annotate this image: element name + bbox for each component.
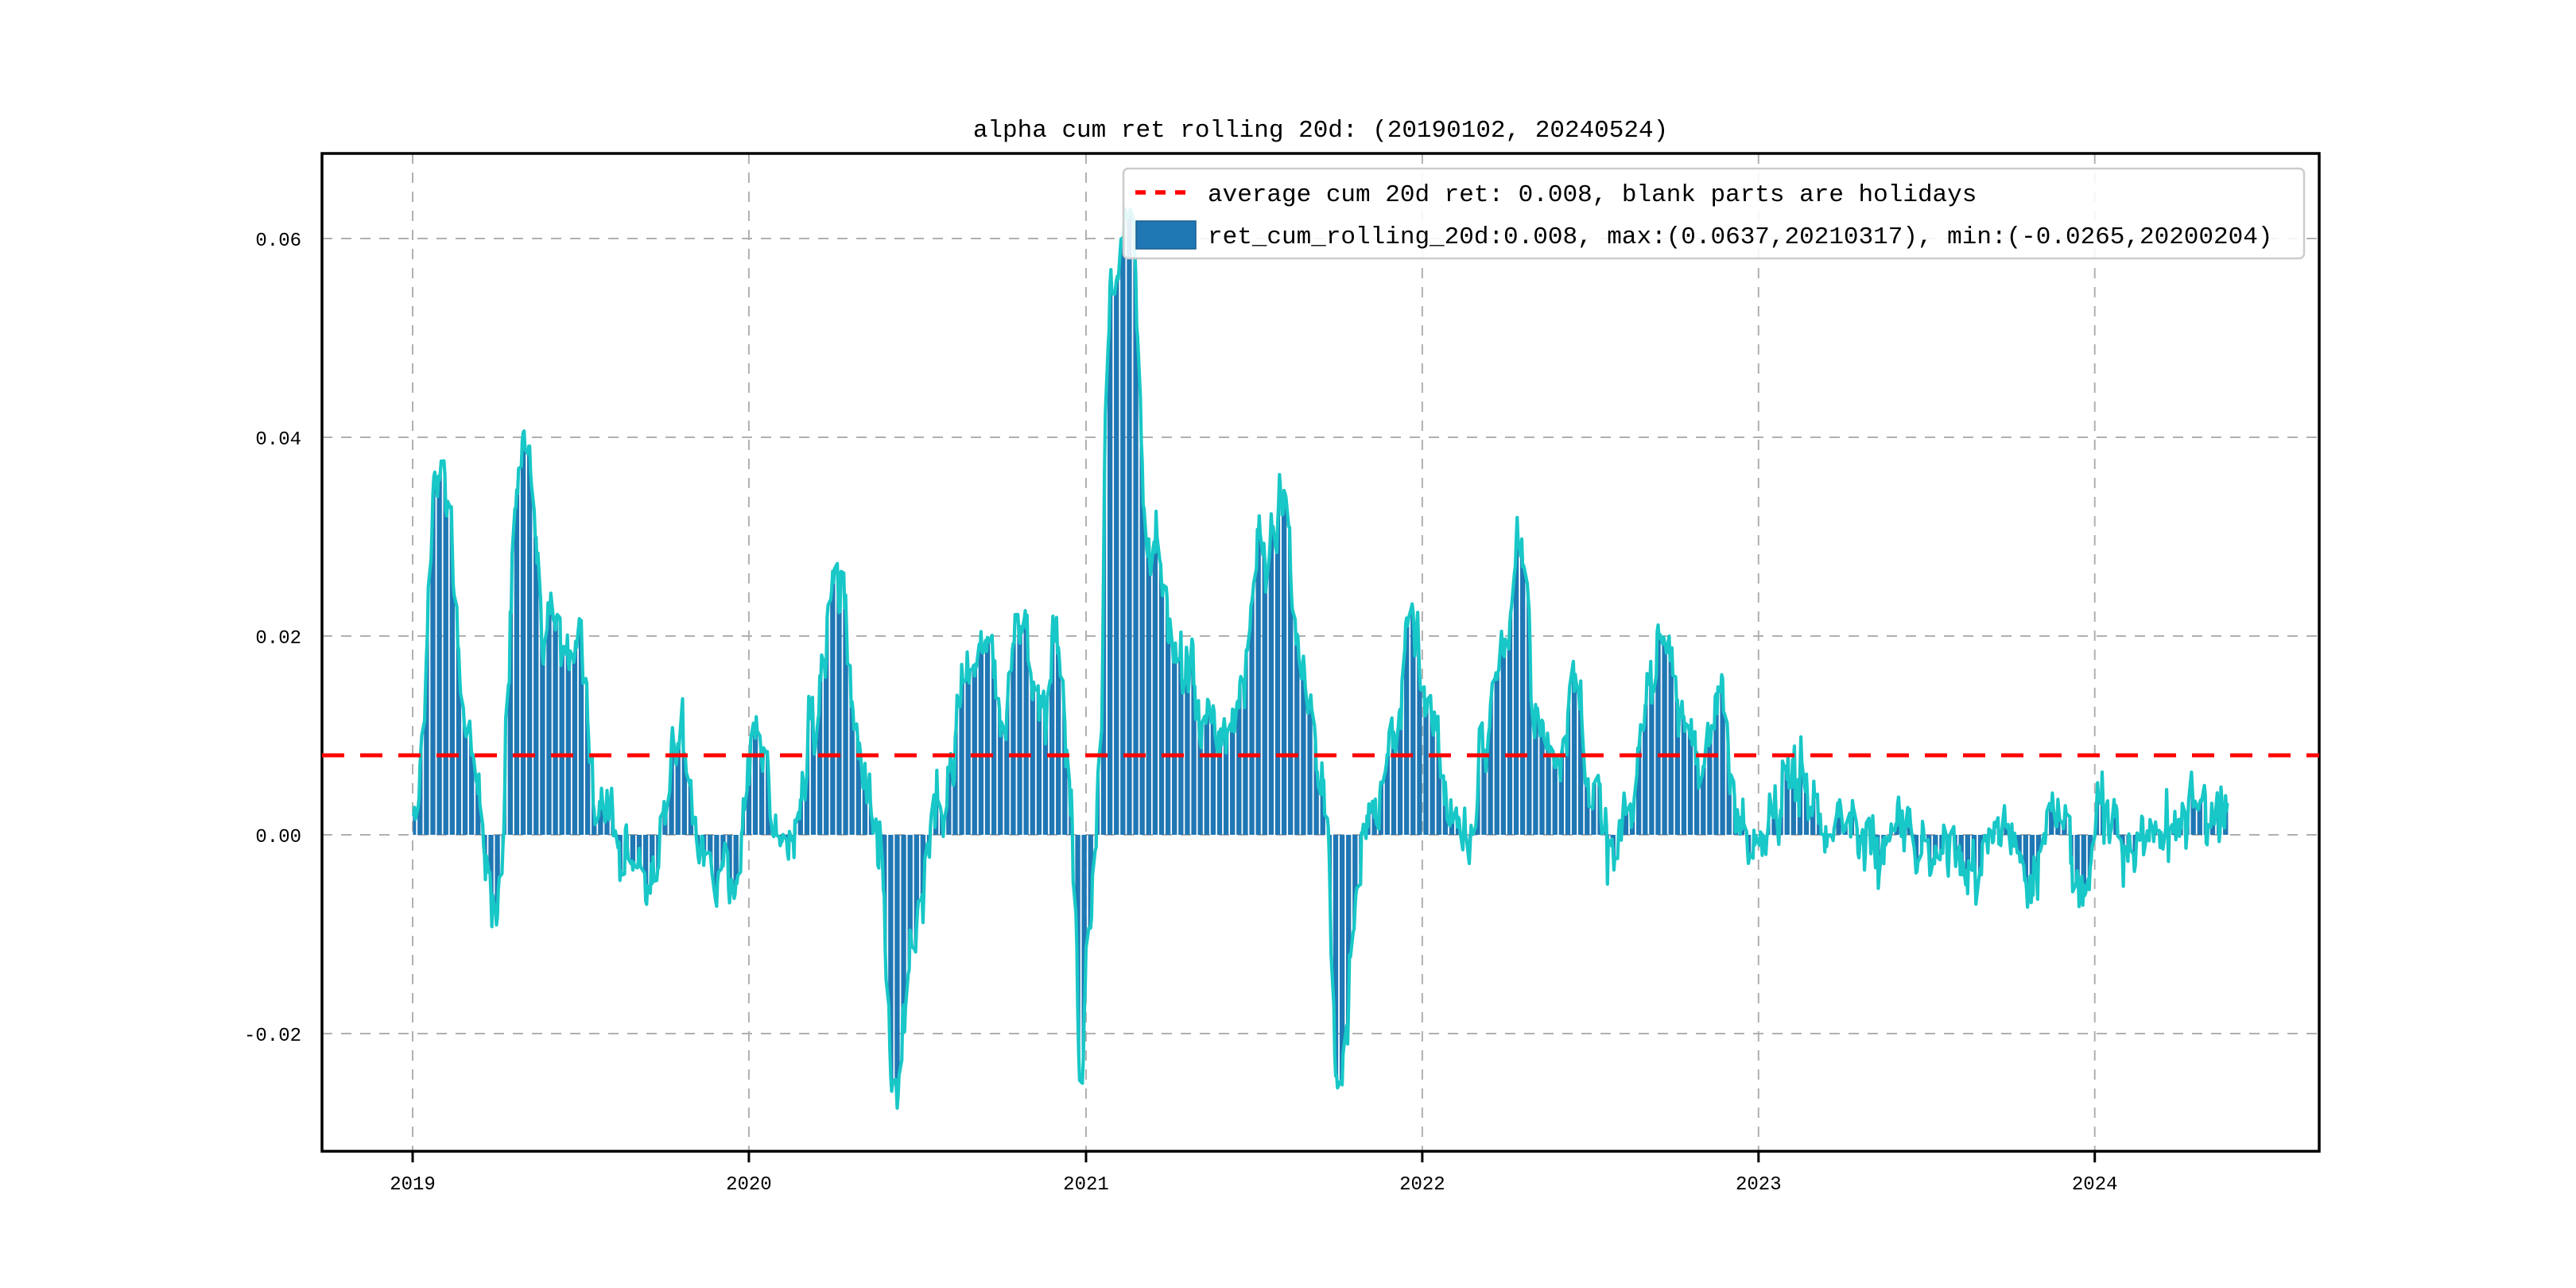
svg-text:0.06: 0.06 [255,231,301,252]
svg-text:0.02: 0.02 [255,628,301,650]
svg-text:0.04: 0.04 [255,429,301,451]
svg-text:2024: 2024 [2072,1174,2118,1196]
svg-text:average cum 20d ret: 0.008, b: average cum 20d ret: 0.008, blank parts … [1208,181,1977,209]
svg-text:-0.02: -0.02 [244,1026,301,1047]
svg-text:ret_cum_rolling_20d:0.008, ma: ret_cum_rolling_20d:0.008, max:(0.0637,2… [1208,223,2272,251]
svg-text:2023: 2023 [1736,1174,1782,1196]
svg-text:2022: 2022 [1399,1174,1445,1196]
svg-text:0.00: 0.00 [255,827,301,848]
svg-text:2021: 2021 [1063,1174,1109,1196]
svg-text:2020: 2020 [726,1174,772,1196]
svg-text:2019: 2019 [390,1174,436,1196]
svg-text:alpha cum ret rolling 20d: (2: alpha cum ret rolling 20d: (20190102, 20… [973,117,1668,145]
